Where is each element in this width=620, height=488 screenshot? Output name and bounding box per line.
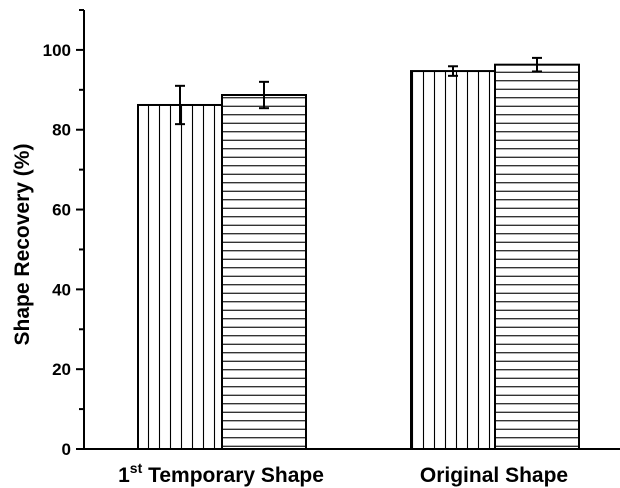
y-tick-label: 60: [52, 201, 71, 220]
y-axis-title: Shape Recovery (%): [11, 144, 34, 346]
bar-horizontal-lines: [221, 94, 307, 450]
x-category-label: 1st Temporary Shape: [118, 460, 324, 487]
labels: 0 20 40 60 80 100 Shape Recovery (%) 1st Tempor…: [11, 41, 568, 487]
y-tick-label: 0: [62, 440, 71, 459]
error-bars: [175, 56, 542, 126]
x-category-label: Original Shape: [420, 464, 568, 487]
bar-vertical-lines: [410, 70, 496, 450]
bars: [137, 63, 580, 451]
y-tick-label: 100: [43, 41, 71, 60]
bar-vertical-lines: [137, 103, 223, 450]
bar-horizontal-lines: [494, 63, 580, 451]
y-tick-label: 20: [52, 360, 71, 379]
y-tick-label: 40: [52, 280, 71, 299]
y-tick-label: 80: [52, 121, 71, 140]
